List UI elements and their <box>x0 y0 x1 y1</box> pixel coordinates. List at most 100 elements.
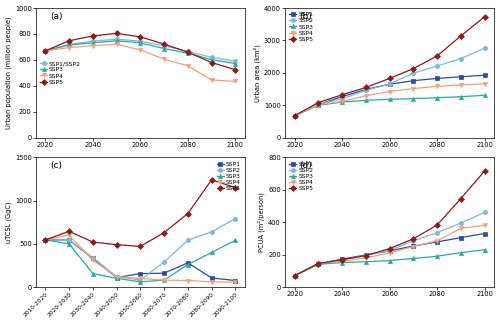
SSP1 <box>339 95 345 99</box>
SSP5 <box>292 274 298 277</box>
SSP3 <box>138 41 143 45</box>
SSP4 <box>482 224 488 227</box>
SSP3 <box>66 242 72 246</box>
SSP2 <box>292 274 298 277</box>
SSP3 <box>232 62 238 66</box>
SSP4 <box>42 49 48 53</box>
SSP2 <box>458 57 464 61</box>
SSP2 <box>434 64 440 68</box>
Line: SSP5: SSP5 <box>292 15 486 118</box>
SSP3 <box>292 274 298 277</box>
SSP4 <box>339 99 345 103</box>
SSP2 <box>339 97 345 101</box>
SSP1 <box>386 82 392 86</box>
Line: SSP4: SSP4 <box>292 223 486 278</box>
SSP3 <box>90 272 96 276</box>
SSP2 <box>458 221 464 225</box>
SSP5 <box>434 54 440 58</box>
SSP5 <box>410 237 416 241</box>
Line: SSP2: SSP2 <box>44 217 238 282</box>
Text: (d): (d) <box>300 161 312 170</box>
Line: SSP3: SSP3 <box>44 39 238 66</box>
SSP1 <box>161 271 167 275</box>
SSP1 <box>138 272 143 276</box>
SSP1/SSP2 <box>161 44 167 47</box>
SSP5 <box>232 186 238 190</box>
SSP4 <box>316 261 322 265</box>
SSP5 <box>185 50 191 54</box>
SSP5 <box>90 34 96 38</box>
SSP4 <box>66 233 72 237</box>
SSP2 <box>161 260 167 264</box>
Line: SSP3: SSP3 <box>44 238 238 284</box>
SSP2 <box>410 71 416 75</box>
SSP5 <box>339 93 345 97</box>
SSP4 <box>208 78 214 82</box>
SSP1 <box>232 279 238 283</box>
Y-axis label: Urban population (million people): Urban population (million people) <box>6 16 12 129</box>
SSP4 <box>161 57 167 61</box>
SSP2 <box>42 238 48 242</box>
Line: SSP5: SSP5 <box>44 178 238 248</box>
SSP5 <box>363 86 369 89</box>
SSP3 <box>90 41 96 45</box>
Line: SSP1: SSP1 <box>44 238 238 283</box>
SSP4 <box>208 280 214 284</box>
Legend: SSP1, SSP2, SSP3, SSP4, SSP5: SSP1, SSP2, SSP3, SSP4, SSP5 <box>288 160 314 192</box>
SSP4 <box>292 274 298 277</box>
SSP1 <box>185 261 191 265</box>
SSP5 <box>161 231 167 234</box>
SSP3 <box>482 248 488 252</box>
SSP4 <box>434 84 440 88</box>
SSP5 <box>458 197 464 201</box>
SSP5 <box>90 240 96 244</box>
SSP1 <box>316 262 322 266</box>
SSP3 <box>482 93 488 97</box>
SSP1 <box>66 238 72 242</box>
SSP5 <box>66 39 72 43</box>
Line: SSP2: SSP2 <box>292 210 486 278</box>
Line: SSP1: SSP1 <box>292 73 486 118</box>
SSP5 <box>339 258 345 262</box>
Legend: SSP1, SSP2, SSP3, SSP4, SSP5: SSP1, SSP2, SSP3, SSP4, SSP5 <box>216 160 242 192</box>
SSP2 <box>66 238 72 242</box>
SSP1 <box>458 236 464 240</box>
SSP4 <box>161 278 167 282</box>
SSP1 <box>292 274 298 277</box>
SSP5 <box>410 67 416 71</box>
SSP1 <box>434 240 440 244</box>
SSP5 <box>482 15 488 19</box>
SSP2 <box>114 275 119 279</box>
SSP1 <box>208 276 214 280</box>
SSP2 <box>185 238 191 242</box>
SSP4 <box>363 256 369 260</box>
SSP5 <box>316 101 322 105</box>
SSP1/SSP2 <box>185 49 191 53</box>
SSP2 <box>138 278 143 282</box>
SSP1 <box>386 249 392 253</box>
SSP3 <box>42 49 48 53</box>
SSP2 <box>410 239 416 243</box>
Line: SSP1: SSP1 <box>292 232 486 278</box>
SSP1 <box>42 238 48 242</box>
SSP5 <box>386 77 392 80</box>
SSP4 <box>114 275 119 279</box>
SSP1/SSP2 <box>114 37 119 41</box>
SSP4 <box>386 251 392 255</box>
SSP2 <box>232 217 238 221</box>
SSP3 <box>185 263 191 266</box>
SSP3 <box>434 96 440 99</box>
SSP5 <box>316 262 322 266</box>
Line: SSP4: SSP4 <box>292 82 486 118</box>
SSP4 <box>114 42 119 46</box>
SSP4 <box>386 89 392 93</box>
SSP4 <box>339 259 345 263</box>
SSP5 <box>458 34 464 38</box>
SSP4 <box>458 83 464 87</box>
SSP1/SSP2 <box>66 42 72 46</box>
SSP3 <box>316 262 322 266</box>
SSP4 <box>90 258 96 262</box>
SSP1 <box>292 114 298 118</box>
Legend: SSP1, SSP2, SSP3, SSP4, SSP5: SSP1, SSP2, SSP3, SSP4, SSP5 <box>288 11 314 43</box>
SSP3 <box>339 261 345 265</box>
